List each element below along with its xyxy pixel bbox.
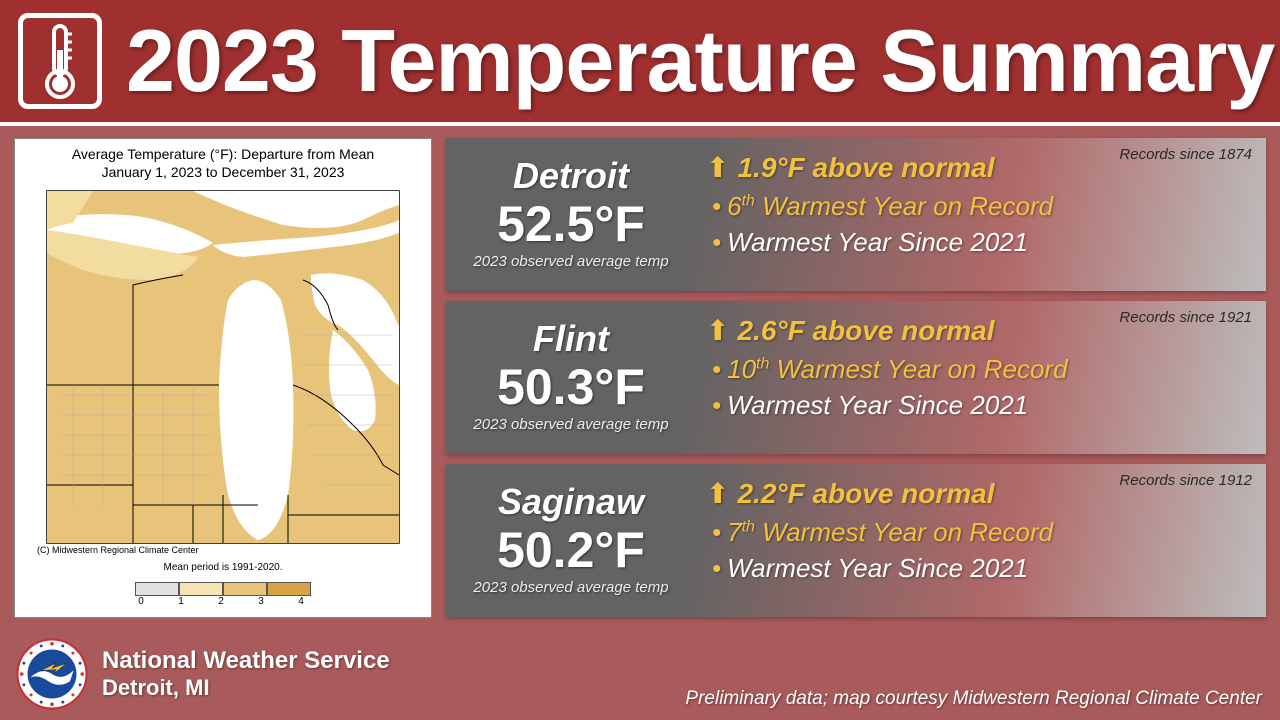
card-left: Flint 50.3°F 2023 observed average temp xyxy=(446,307,696,448)
city-name: Flint xyxy=(446,318,696,360)
colorbar-cell xyxy=(135,582,179,596)
map-panel: Average Temperature (°F): Departure from… xyxy=(14,138,432,618)
temp-caption: 2023 observed average temp xyxy=(446,416,696,433)
temp-value: 50.3°F xyxy=(446,362,696,412)
content-area: Average Temperature (°F): Departure from… xyxy=(0,126,1280,618)
card-left: Detroit 52.5°F 2023 observed average tem… xyxy=(446,144,696,285)
city-card: Saginaw 50.2°F 2023 observed average tem… xyxy=(446,464,1266,617)
footer-disclaimer: Preliminary data; map courtesy Midwester… xyxy=(685,688,1262,710)
rank-fact: •7th Warmest Year on Record xyxy=(712,514,1254,550)
colorbar-tick: 3 xyxy=(258,596,302,607)
since-fact: •Warmest Year Since 2021 xyxy=(712,224,1254,260)
card-right: Records since 1912 ⬆ 2.2°F above normal … xyxy=(696,470,1254,611)
temp-value: 50.2°F xyxy=(446,525,696,575)
colorbar-tick: 1 xyxy=(178,596,222,607)
map-title: Average Temperature (°F): Departure from… xyxy=(15,139,431,181)
card-right: Records since 1874 ⬆ 1.9°F above normal … xyxy=(696,144,1254,285)
since-fact: •Warmest Year Since 2021 xyxy=(712,550,1254,586)
arrow-up-icon: ⬆ xyxy=(706,154,729,182)
temp-value: 52.5°F xyxy=(446,199,696,249)
card-left: Saginaw 50.2°F 2023 observed average tem… xyxy=(446,470,696,611)
map-colorbar: 01234 xyxy=(135,582,311,607)
map-mean-period: Mean period is 1991-2020. xyxy=(15,562,431,573)
colorbar-tick: 0 xyxy=(138,596,182,607)
city-name: Detroit xyxy=(446,155,696,197)
temp-caption: 2023 observed average temp xyxy=(446,253,696,270)
colorbar-tick: 2 xyxy=(218,596,262,607)
page-title: 2023 Temperature Summary xyxy=(126,10,1274,112)
city-card: Detroit 52.5°F 2023 observed average tem… xyxy=(446,138,1266,291)
records-since: Records since 1912 xyxy=(1119,472,1252,489)
header-bar: 2023 Temperature Summary xyxy=(0,0,1280,126)
footer-text: National Weather Service Detroit, MI xyxy=(102,647,390,701)
rank-fact: •6th Warmest Year on Record xyxy=(712,188,1254,224)
colorbar-tick: 4 xyxy=(298,596,304,607)
colorbar-cell xyxy=(223,582,267,596)
since-fact: •Warmest Year Since 2021 xyxy=(712,387,1254,423)
nws-logo-icon xyxy=(16,638,88,710)
map-title-line1: Average Temperature (°F): Departure from… xyxy=(72,146,374,162)
anomaly-text: 2.6°F above normal xyxy=(737,315,994,347)
city-name: Saginaw xyxy=(446,481,696,523)
map-title-line2: January 1, 2023 to December 31, 2023 xyxy=(102,164,345,180)
city-cards: Detroit 52.5°F 2023 observed average tem… xyxy=(446,138,1266,618)
map-copyright: (C) Midwestern Regional Climate Center xyxy=(37,545,199,555)
colorbar-cell xyxy=(267,582,311,596)
footer: National Weather Service Detroit, MI Pre… xyxy=(0,628,1280,720)
anomaly-text: 1.9°F above normal xyxy=(737,152,994,184)
records-since: Records since 1874 xyxy=(1119,146,1252,163)
thermometer-icon xyxy=(18,13,102,109)
card-right: Records since 1921 ⬆ 2.6°F above normal … xyxy=(696,307,1254,448)
records-since: Records since 1921 xyxy=(1119,309,1252,326)
temp-caption: 2023 observed average temp xyxy=(446,579,696,596)
footer-org: National Weather Service xyxy=(102,647,390,675)
map-svg xyxy=(33,185,413,555)
anomaly-text: 2.2°F above normal xyxy=(737,478,994,510)
arrow-up-icon: ⬆ xyxy=(706,317,729,345)
city-card: Flint 50.3°F 2023 observed average temp … xyxy=(446,301,1266,454)
footer-location: Detroit, MI xyxy=(102,675,390,701)
arrow-up-icon: ⬆ xyxy=(706,480,729,508)
colorbar-cell xyxy=(179,582,223,596)
rank-fact: •10th Warmest Year on Record xyxy=(712,351,1254,387)
